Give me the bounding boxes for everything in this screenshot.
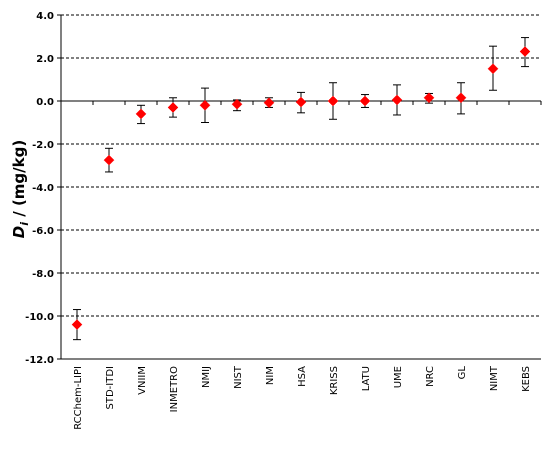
data-point-marker [391, 94, 403, 106]
y-tick-label: -2.0 [32, 140, 54, 151]
x-category-label: RCChem-LIPI [73, 366, 84, 430]
y-tick-label: 2.0 [36, 54, 54, 65]
data-point-marker [263, 97, 275, 109]
y-tick-label: -8.0 [32, 269, 54, 280]
data-point-marker [231, 98, 243, 110]
y-axis-label-unit: / (mg/kg) [10, 140, 28, 222]
y-tick-label: -4.0 [32, 183, 54, 194]
y-tick-label: 4.0 [36, 11, 54, 22]
x-category-label: INMETRO [169, 366, 180, 412]
y-tick-label: -10.0 [25, 312, 54, 323]
data-point-marker [295, 96, 307, 108]
y-axis-label-subscript: i [18, 222, 31, 226]
data-point-marker [135, 108, 147, 120]
data-point-marker [423, 92, 435, 104]
x-category-label: NIST [233, 365, 244, 389]
x-category-label: STD-ITDI [105, 366, 116, 409]
y-tick-label: -6.0 [32, 226, 54, 237]
x-category-label: LATU [361, 366, 372, 391]
x-category-label: NIMT [489, 365, 500, 391]
x-category-label: KRISS [329, 366, 340, 395]
y-axis-label: Di / (mg/kg) [10, 140, 31, 238]
x-category-label: HSA [297, 366, 308, 387]
data-point-marker [519, 46, 531, 57]
data-point-marker [71, 319, 83, 330]
y-tick-label: 0.0 [36, 97, 54, 108]
x-category-label: UME [393, 366, 404, 388]
data-point-marker [327, 95, 339, 107]
data-point-marker [167, 102, 179, 113]
x-category-label: VNIIM [137, 366, 148, 395]
data-point-marker [487, 63, 499, 75]
data-point-marker [103, 154, 115, 166]
data-point-marker [359, 95, 371, 107]
data-point-marker [455, 92, 467, 104]
x-category-label: NIM [265, 366, 276, 385]
data-point-marker [199, 99, 211, 111]
x-category-label: NRC [425, 366, 436, 387]
grid-layer [61, 14, 541, 317]
y-tick-label: -12.0 [25, 355, 54, 366]
x-category-label: NMIJ [201, 366, 212, 388]
x-category-label: GL [457, 366, 468, 380]
marks-layer [71, 37, 531, 341]
labels-layer: 4.0 2.0 0.0 -2.0 -4.0 -6.0 -8.0 -10.0 -12.0 RCChe… [25, 11, 532, 430]
y-axis-label-symbol: D [10, 226, 28, 238]
x-category-label: KEBS [521, 366, 532, 392]
